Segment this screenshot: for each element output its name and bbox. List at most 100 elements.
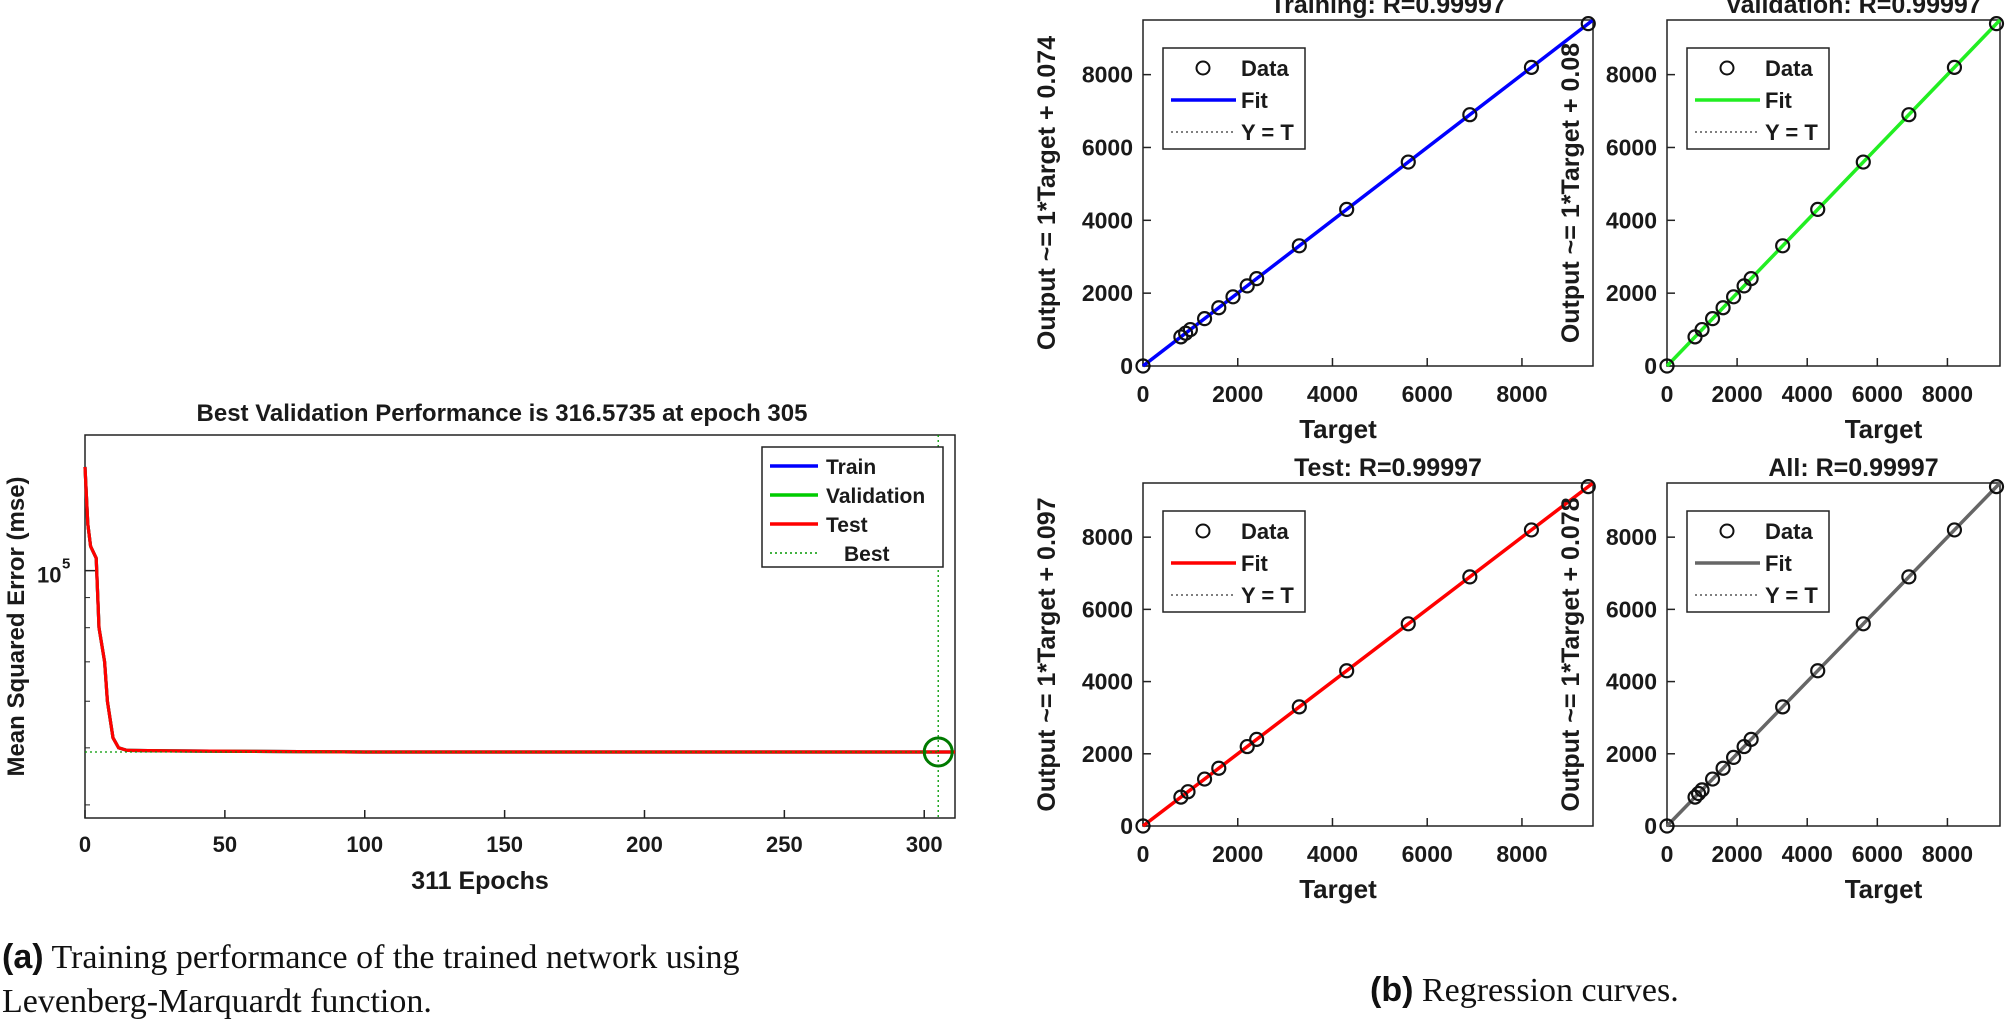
x-tick-label: 0: [1661, 381, 1674, 407]
y-tick-label: 4000: [1606, 669, 1657, 695]
x-tick-label: 2000: [1712, 381, 1763, 407]
legend-label-test: Test: [826, 514, 868, 537]
y-axis-label: Output ~= 1*Target + 0.097: [1033, 497, 1061, 811]
x-tick-label: 8000: [1922, 381, 1973, 407]
regression-chart-all: All: R=0.99997 Target Output ~= 1*Target +…: [1557, 454, 2005, 904]
data-point: [1715, 300, 1731, 316]
data-point: [1580, 479, 1596, 495]
data-point: [1523, 59, 1540, 75]
x-tick-label: 4000: [1782, 381, 1833, 407]
plot-area: [1666, 482, 2001, 827]
regression-chart-validation: Validation: R=0.99997 Target Output ~= 1*T…: [1557, 0, 2005, 444]
y-tick-label: 8000: [1606, 62, 1657, 88]
x-tick-label: 150: [486, 832, 523, 857]
y-tick-label: 4000: [1082, 669, 1133, 695]
y-tick-label: 8000: [1606, 524, 1657, 550]
data-point: [1249, 731, 1265, 747]
data-point: [1690, 785, 1707, 802]
x-tick-label: 200: [626, 832, 663, 857]
y-tick-label: 0: [1644, 353, 1657, 379]
best-point-marker: [922, 736, 954, 768]
legend-label-fit: Fit: [1765, 551, 1793, 576]
data-point: [1988, 479, 2005, 495]
plot-area: [1142, 19, 1594, 367]
performance-chart: Best Validation Performance is 316.5735 …: [3, 400, 956, 895]
data-point: [1462, 107, 1478, 123]
y-tick-label: 2000: [1606, 280, 1657, 306]
x-tick-label: 6000: [1852, 381, 1903, 407]
data-point: [1225, 289, 1241, 305]
x-axis-label: Target: [1299, 414, 1377, 444]
data-point: [1400, 154, 1416, 170]
data-point: [1339, 201, 1355, 217]
chart-title: Training: R=0.99997: [1270, 0, 1506, 19]
data-point: [1715, 760, 1731, 776]
x-tick-label: 2000: [1212, 841, 1263, 867]
y-tick-label: 8000: [1082, 524, 1133, 550]
fit-line: [1665, 481, 2002, 828]
fit-line: [1665, 18, 2002, 368]
data-point: [1946, 59, 1963, 75]
data-point: [1810, 663, 1826, 679]
x-tick-label: 2000: [1712, 841, 1763, 867]
data-point: [1775, 238, 1791, 254]
legend-swatch-data: [1719, 523, 1735, 539]
chart-title: Validation: R=0.99997: [1725, 0, 1981, 19]
x-tick-label: 8000: [1496, 841, 1547, 867]
y-axis-label: Output ~= 1*Target + 0.074: [1033, 36, 1061, 350]
data-point: [1249, 270, 1265, 287]
x-tick-label: 6000: [1402, 381, 1453, 407]
x-tick-label: 0: [1661, 841, 1674, 867]
legend-swatch-data: [1195, 60, 1211, 76]
data-point: [1196, 771, 1213, 787]
legend-swatch-data: [1719, 60, 1735, 76]
fit-line: [1141, 481, 1595, 828]
data-point: [1659, 818, 1675, 834]
x-tick-label: 4000: [1307, 841, 1358, 867]
legend-label-fit: Fit: [1241, 551, 1269, 576]
data-point: [1135, 818, 1151, 834]
y-tick-label: 0: [1120, 353, 1133, 379]
y-tick-label: 0: [1644, 813, 1657, 839]
legend-label-identity: Y = T: [1765, 120, 1818, 145]
caption-a-tag: (a): [2, 938, 44, 976]
x-tick-label: 8000: [1496, 381, 1547, 407]
fit-line: [1141, 18, 1595, 368]
x-tick-label: 0: [1137, 381, 1150, 407]
chart-title: All: R=0.99997: [1768, 454, 1938, 482]
y-tick-label-exponent: 5: [62, 556, 70, 573]
x-axis-label: 311 Epochs: [411, 867, 549, 895]
data-point: [1988, 16, 2005, 32]
x-tick-label: 0: [1137, 841, 1150, 867]
legend-label-data: Data: [1765, 519, 1813, 544]
y-axis-label: Mean Squared Error (mse): [3, 476, 30, 776]
x-tick-label: 6000: [1852, 841, 1903, 867]
y-tick-label: 0: [1120, 813, 1133, 839]
data-point: [1704, 771, 1721, 787]
x-axis-label: Target: [1845, 874, 1923, 904]
legend-label-fit: Fit: [1765, 88, 1793, 113]
data-point: [1743, 270, 1759, 287]
data-point: [1810, 201, 1826, 217]
y-tick-label: 2000: [1606, 741, 1657, 767]
data-point: [1659, 358, 1675, 374]
x-tick-label: 4000: [1307, 381, 1358, 407]
chart-title: Best Validation Performance is 316.5735 …: [197, 400, 808, 427]
data-point: [1725, 749, 1742, 766]
data-point: [1694, 782, 1710, 798]
data-point: [1855, 154, 1871, 170]
x-tick-label: 6000: [1402, 841, 1453, 867]
x-axis-label: Target: [1299, 874, 1377, 904]
legend-label-data: Data: [1241, 519, 1289, 544]
data-point: [1211, 760, 1227, 776]
legend-label-data: Data: [1241, 56, 1289, 81]
caption-b-tag: (b): [1370, 971, 1414, 1009]
y-tick-label: 6000: [1082, 596, 1133, 622]
data-point: [1291, 238, 1307, 254]
data-point: [1211, 300, 1227, 316]
data-point: [1694, 321, 1710, 338]
plot-area: [1142, 482, 1594, 827]
y-tick-label: 6000: [1606, 596, 1657, 622]
y-tick-label: 2000: [1082, 280, 1133, 306]
